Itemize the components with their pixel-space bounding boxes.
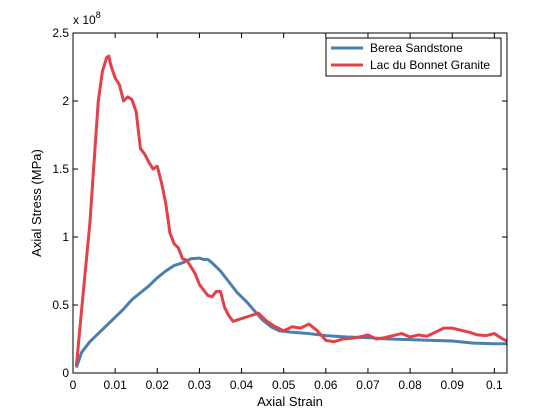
x-tick-label: 0.01 [103,378,127,392]
plot-area [73,33,507,373]
y-axis-label: Axial Stress (MPa) [29,149,44,257]
x-tick-label: 0.03 [188,378,212,392]
x-tick-label: 0.1 [486,378,503,392]
x-tick-label: 0.02 [146,378,170,392]
series-lines [74,54,508,369]
plot-frame [72,32,508,374]
x-tick-label: 0.08 [398,378,422,392]
x-axis-label: Axial Strain [257,394,323,409]
y-tick-label: 0.5 [52,298,69,312]
x-tick-label: 0.09 [441,378,465,392]
y-tick-label: 0 [62,366,69,380]
x-ticks: 0 0.01 0.02 0.03 0.04 0.05 0.06 0.07 0.08 0.09 0.1 [70,33,503,392]
y-tick-label: 2 [62,94,69,108]
x-tick-label: 0.07 [356,378,380,392]
y-tick-label: 1.5 [52,162,69,176]
legend-label-berea: Berea Sandstone [370,41,463,55]
y-tick-label: 1 [62,230,69,244]
series-line-1 [74,54,508,367]
legend-label-granite: Lac du Bonnet Granite [370,58,490,72]
legend: Berea Sandstone Lac du Bonnet Granite [325,37,502,77]
x-tick-label: 0.05 [272,378,296,392]
legend-box [325,37,502,77]
y-multiplier: x 108 [73,10,101,27]
x-tick-label: 0.04 [230,378,254,392]
y-tick-label: 2.5 [52,26,69,40]
y-multiplier-base: x 10 [73,13,96,27]
x-tick-label: 0 [70,378,77,392]
x-tick-label: 0.06 [314,378,338,392]
y-multiplier-exponent: 8 [96,10,101,20]
